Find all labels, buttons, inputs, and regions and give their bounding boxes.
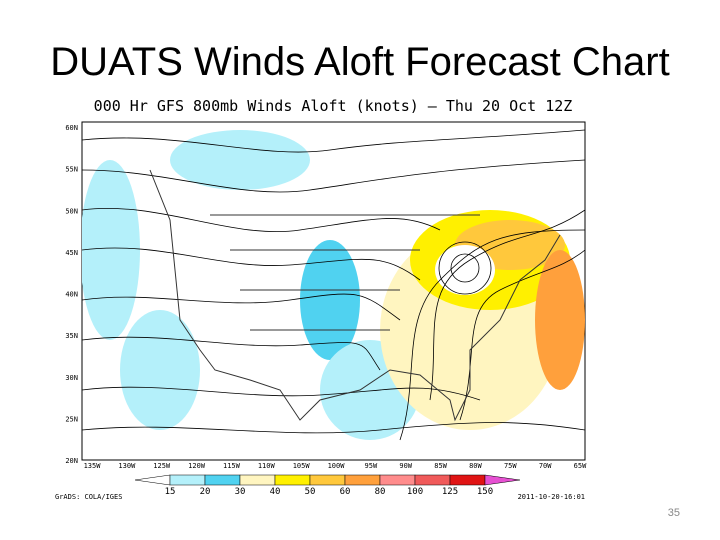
colorbar-swatch xyxy=(309,474,346,486)
colorbar-label: 40 xyxy=(270,487,281,497)
lon-label: 85W xyxy=(434,462,447,470)
lon-label: 130W xyxy=(118,462,136,470)
colorbar-label: 125 xyxy=(442,487,458,497)
lat-label: 40N xyxy=(65,291,78,299)
lat-label: 35N xyxy=(65,332,78,340)
colorbar-swatch xyxy=(134,474,171,486)
lon-label: 65W xyxy=(574,462,587,470)
colorbar: 15 20 30 40 50 60 80 100 125 150 xyxy=(134,474,521,497)
lon-label: 80W xyxy=(469,462,482,470)
slide-title: DUATS Winds Aloft Forecast Chart xyxy=(50,40,670,84)
lat-label: 55N xyxy=(65,166,78,174)
colorbar-swatch xyxy=(274,474,311,486)
page-number: 35 xyxy=(667,507,680,519)
colorbar-swatch xyxy=(239,474,276,486)
colorbar-label: 80 xyxy=(375,487,386,497)
lon-label: 115W xyxy=(223,462,241,470)
colorbar-swatch xyxy=(204,474,241,486)
lon-label: 90W xyxy=(399,462,412,470)
colorbar-label: 15 xyxy=(165,487,176,497)
colorbar-swatch xyxy=(414,474,451,486)
lat-label: 25N xyxy=(65,415,78,423)
latitude-labels: 60N 55N 50N 45N 40N 35N 30N 25N 20N xyxy=(65,124,78,465)
lon-label: 125W xyxy=(153,462,171,470)
lon-label: 95W xyxy=(365,462,378,470)
longitude-labels: 135W 130W 125W 120W 115W 110W 105W 100W 95W 90W 85… xyxy=(84,462,588,470)
lon-label: 100W xyxy=(328,462,346,470)
colorbar-swatch xyxy=(169,474,206,486)
colorbar-label: 30 xyxy=(235,487,246,497)
lat-label: 45N xyxy=(65,249,78,257)
colorbar-swatch xyxy=(449,474,486,486)
lat-label: 30N xyxy=(65,374,78,382)
colorbar-label: 20 xyxy=(200,487,211,497)
lat-label: 60N xyxy=(65,124,78,132)
colorbar-swatch xyxy=(379,474,416,486)
map-title: 000 Hr GFS 800mb Winds Aloft (knots) – T… xyxy=(94,97,573,115)
lon-label: 135W xyxy=(84,462,102,470)
lon-label: 70W xyxy=(539,462,552,470)
colorbar-label: 50 xyxy=(305,487,316,497)
lat-label: 20N xyxy=(65,457,78,465)
lat-label: 50N xyxy=(65,207,78,215)
colorbar-label: 60 xyxy=(340,487,351,497)
colorbar-label: 100 xyxy=(407,487,423,497)
wind-shade xyxy=(120,310,200,430)
wind-shade xyxy=(300,240,360,360)
colorbar-label: 150 xyxy=(477,487,493,497)
wind-field xyxy=(82,129,585,441)
credit: GrADS: COLA/IGES xyxy=(55,493,122,501)
lon-label: 110W xyxy=(258,462,276,470)
wind-shade xyxy=(435,245,495,295)
streamlines xyxy=(82,129,585,441)
lon-label: 75W xyxy=(504,462,517,470)
wind-shade xyxy=(170,130,310,190)
wind-shade xyxy=(82,160,140,340)
wind-shade xyxy=(535,250,585,390)
lon-label: 120W xyxy=(188,462,206,470)
timestamp: 2011-10-20-16:01 xyxy=(518,493,585,501)
colorbar-swatch xyxy=(484,474,521,486)
lon-label: 105W xyxy=(293,462,311,470)
colorbar-swatch xyxy=(344,474,381,486)
coastlines xyxy=(149,169,561,422)
